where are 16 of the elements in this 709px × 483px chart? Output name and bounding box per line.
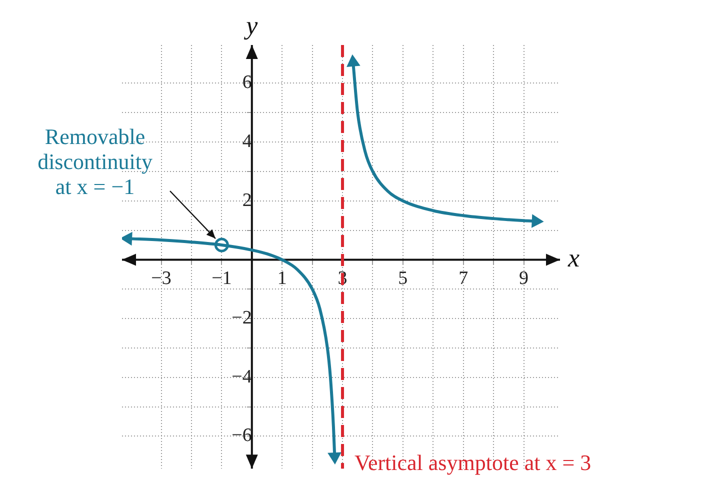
x-tick-label: 5: [398, 268, 408, 290]
x-axis-title: x: [567, 244, 580, 273]
x-tick-label: −3: [151, 268, 172, 290]
y-tick-label: 6: [242, 72, 252, 94]
x-tick-label: 7: [458, 268, 468, 290]
y-axis-title: y: [243, 10, 258, 40]
x-tick-label: 1: [277, 268, 287, 290]
ref-line-label: Vertical asymptote at x = 3: [354, 450, 592, 475]
y-tick-label: −4: [232, 366, 252, 388]
annotation: Removable discontinuity at x = −1: [38, 124, 152, 199]
x-tick-label: −1: [212, 268, 232, 290]
y-tick-label: 2: [242, 190, 252, 211]
y-tick-label: −2: [232, 308, 252, 329]
x-tick-label: 9: [519, 268, 528, 290]
y-tick-label: −6: [232, 425, 252, 446]
y-tick-label: 4: [242, 131, 252, 152]
